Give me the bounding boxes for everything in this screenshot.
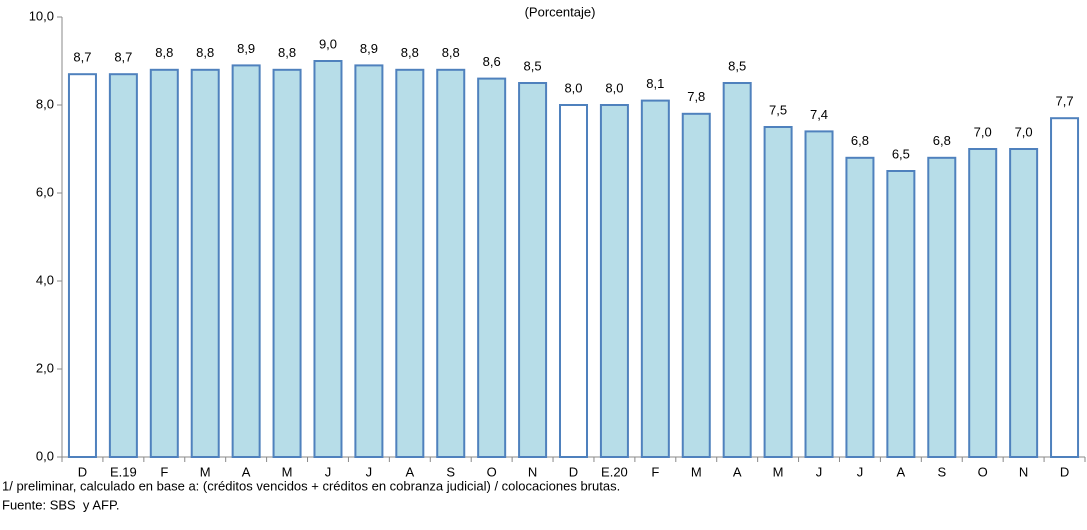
value-label: 7,4 [810, 107, 828, 122]
x-tick-label: N [528, 464, 537, 479]
x-tick-label: M [282, 464, 293, 479]
value-label: 8,8 [155, 45, 173, 60]
bar [436, 68, 466, 459]
bar [681, 112, 711, 459]
bar [1009, 148, 1039, 458]
bar [763, 126, 793, 458]
bar [968, 148, 998, 458]
value-label: 7,5 [769, 102, 787, 117]
y-tick-label: 6,0 [36, 184, 54, 199]
value-label: 8,7 [73, 50, 91, 65]
chart-title: (Porcentaje) [525, 4, 596, 19]
x-tick-label: S [937, 464, 946, 479]
value-label: 8,5 [524, 58, 542, 73]
x-tick-label: E.20 [601, 464, 628, 479]
bar [354, 64, 384, 459]
footnote: 1/ preliminar, calculado en base a: (cré… [2, 478, 620, 493]
bar [149, 68, 179, 459]
bar [722, 82, 752, 458]
x-tick-label: M [691, 464, 702, 479]
value-label: 8,8 [196, 45, 214, 60]
bar [558, 104, 589, 458]
value-label: 8,6 [483, 54, 501, 69]
bar [886, 170, 916, 458]
bar [640, 99, 670, 458]
x-tick-label: M [200, 464, 211, 479]
value-label: 7,0 [974, 124, 992, 139]
y-tick-label: 0,0 [36, 448, 54, 463]
bar [395, 68, 425, 459]
bar [518, 82, 548, 458]
x-tick-label: N [1019, 464, 1028, 479]
bar [1050, 117, 1080, 458]
y-tick-label: 8,0 [36, 96, 54, 111]
x-tick-label: E.19 [110, 464, 137, 479]
x-tick-label: S [446, 464, 455, 479]
value-label: 8,1 [646, 76, 664, 91]
value-label: 7,8 [687, 89, 705, 104]
value-label: 8,7 [114, 50, 132, 65]
value-label: 8,8 [278, 45, 296, 60]
x-tick-label: D [569, 464, 578, 479]
y-tick-label: 4,0 [36, 272, 54, 287]
x-tick-label: J [816, 464, 823, 479]
bar [231, 64, 261, 459]
value-label: 8,9 [237, 41, 255, 56]
x-tick-label: F [651, 464, 659, 479]
bar [272, 68, 302, 459]
x-tick-label: A [733, 464, 742, 479]
y-tick-label: 2,0 [36, 360, 54, 375]
value-label: 6,8 [851, 133, 869, 148]
x-tick-label: D [78, 464, 87, 479]
bar [477, 77, 507, 458]
value-label: 6,5 [892, 146, 910, 161]
x-tick-label: O [487, 464, 497, 479]
value-label: 8,9 [360, 41, 378, 56]
value-label: 6,8 [933, 133, 951, 148]
x-tick-label: A [405, 464, 414, 479]
value-label: 8,0 [564, 80, 582, 95]
value-label: 8,8 [401, 45, 419, 60]
bar [67, 73, 97, 458]
value-label: 8,5 [728, 58, 746, 73]
x-tick-label: A [242, 464, 251, 479]
x-tick-label: A [897, 464, 906, 479]
value-label: 8,0 [605, 80, 623, 95]
bar [108, 73, 138, 458]
x-tick-label: O [978, 464, 988, 479]
x-tick-label: D [1060, 464, 1069, 479]
bar [845, 156, 875, 459]
bar [313, 60, 343, 458]
y-tick-label: 10,0 [29, 8, 54, 23]
bar [804, 130, 834, 458]
x-tick-label: J [857, 464, 864, 479]
x-tick-label: J [366, 464, 373, 479]
bar [927, 156, 957, 459]
value-label: 7,0 [1015, 124, 1033, 139]
bar [190, 68, 220, 459]
value-label: 7,7 [1056, 94, 1074, 109]
x-tick-label: F [160, 464, 168, 479]
value-label: 8,8 [442, 45, 460, 60]
value-label: 9,0 [319, 36, 337, 51]
x-tick-label: M [773, 464, 784, 479]
bar [599, 104, 629, 458]
x-tick-label: J [325, 464, 332, 479]
footnote: Fuente: SBS y AFP. [2, 497, 120, 512]
